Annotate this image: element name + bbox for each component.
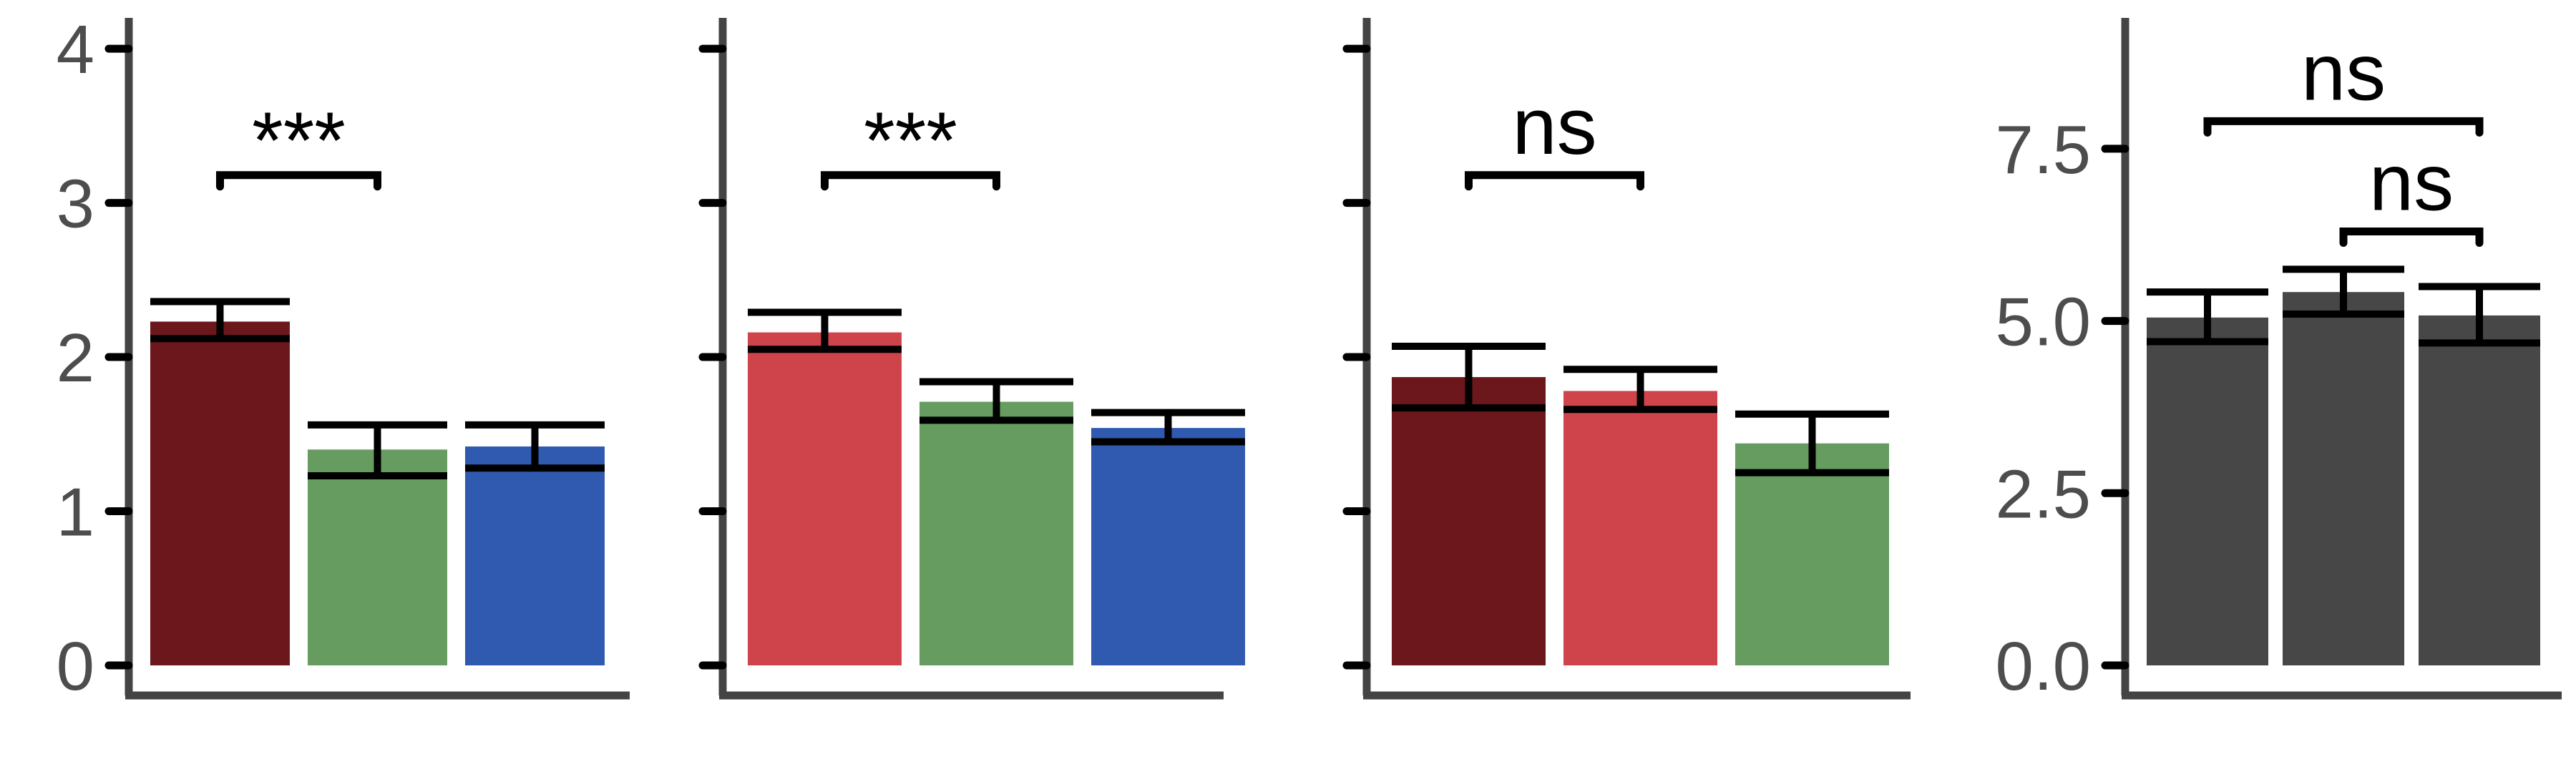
bar: [1735, 443, 1889, 665]
y-tick-label: 7.5: [1996, 112, 2091, 188]
y-tick-label: 0: [57, 628, 94, 705]
bar: [150, 321, 290, 665]
significance-bracket: [216, 171, 381, 191]
y-tick-label: 2: [57, 320, 94, 396]
bar: [1091, 428, 1245, 665]
y-tick-label: 5.0: [1996, 284, 2091, 361]
significance-bracket: [1465, 171, 1644, 191]
chart-panel-3: ns: [1342, 18, 1911, 700]
significance-bracket: [2339, 227, 2484, 247]
significance-bracket: [2203, 117, 2484, 137]
y-tick-label: 4: [57, 11, 94, 88]
significance-label: ns: [1512, 82, 1596, 171]
bar: [1392, 377, 1546, 665]
y-tick-label: 2.5: [1996, 456, 2091, 532]
significance-label: ns: [2369, 137, 2454, 227]
significance-bracket: [821, 171, 1000, 191]
bar: [308, 449, 447, 665]
bar: [748, 332, 902, 665]
chart-panel-4: 0.0 2.5 5.0 7.5 ns ns: [1996, 18, 2562, 705]
y-tick-label: 0.0: [1996, 628, 2091, 705]
y-tick-label: 3: [57, 166, 94, 243]
chart-panel-2: ***: [698, 18, 1245, 700]
bar: [2419, 315, 2540, 665]
bar: [919, 401, 1073, 665]
bar: [465, 446, 605, 665]
significance-label: ***: [252, 96, 346, 185]
y-tick-label: 1: [57, 474, 94, 551]
bar: [1563, 391, 1717, 665]
bar: [2147, 317, 2268, 665]
significance-label: ns: [2301, 27, 2386, 117]
significance-label: ***: [864, 96, 957, 185]
bar: [2283, 292, 2404, 665]
chart-panel-1: 0 1 2 3 4 ***: [57, 11, 630, 705]
